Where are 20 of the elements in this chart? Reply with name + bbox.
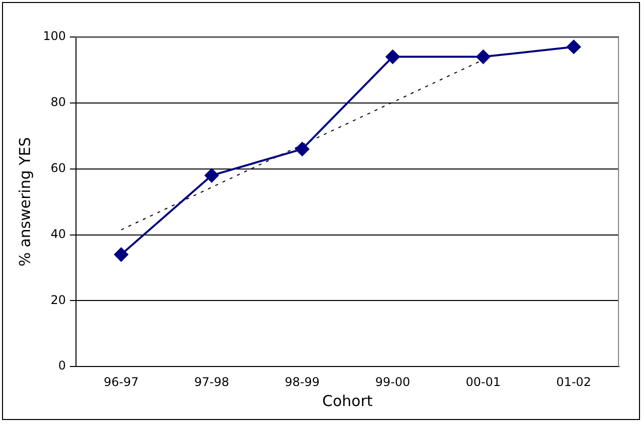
- y-tick-label: 80: [50, 95, 66, 110]
- point: [295, 142, 310, 156]
- y-tick-label: 40: [50, 226, 66, 241]
- x-tick-label: 98-99: [284, 374, 320, 389]
- y-tick-label: 60: [50, 160, 66, 175]
- point: [114, 248, 128, 262]
- y-axis-title: % answering YES: [16, 137, 34, 266]
- x-axis-title: Cohort: [322, 392, 373, 410]
- y-tick-label: 0: [58, 358, 66, 373]
- x-tick-label: 97-98: [194, 374, 230, 389]
- y-tick-label: 20: [50, 292, 66, 307]
- point: [204, 168, 219, 182]
- point: [386, 50, 400, 64]
- x-tick-label: 99-00: [375, 374, 410, 389]
- y-tick-label: 100: [43, 29, 66, 44]
- x-tick-label: 00-01: [466, 374, 501, 389]
- point: [566, 40, 581, 54]
- point: [476, 50, 490, 64]
- x-tick-label: 01-02: [556, 374, 592, 389]
- x-tick-label: 96-97: [104, 374, 139, 389]
